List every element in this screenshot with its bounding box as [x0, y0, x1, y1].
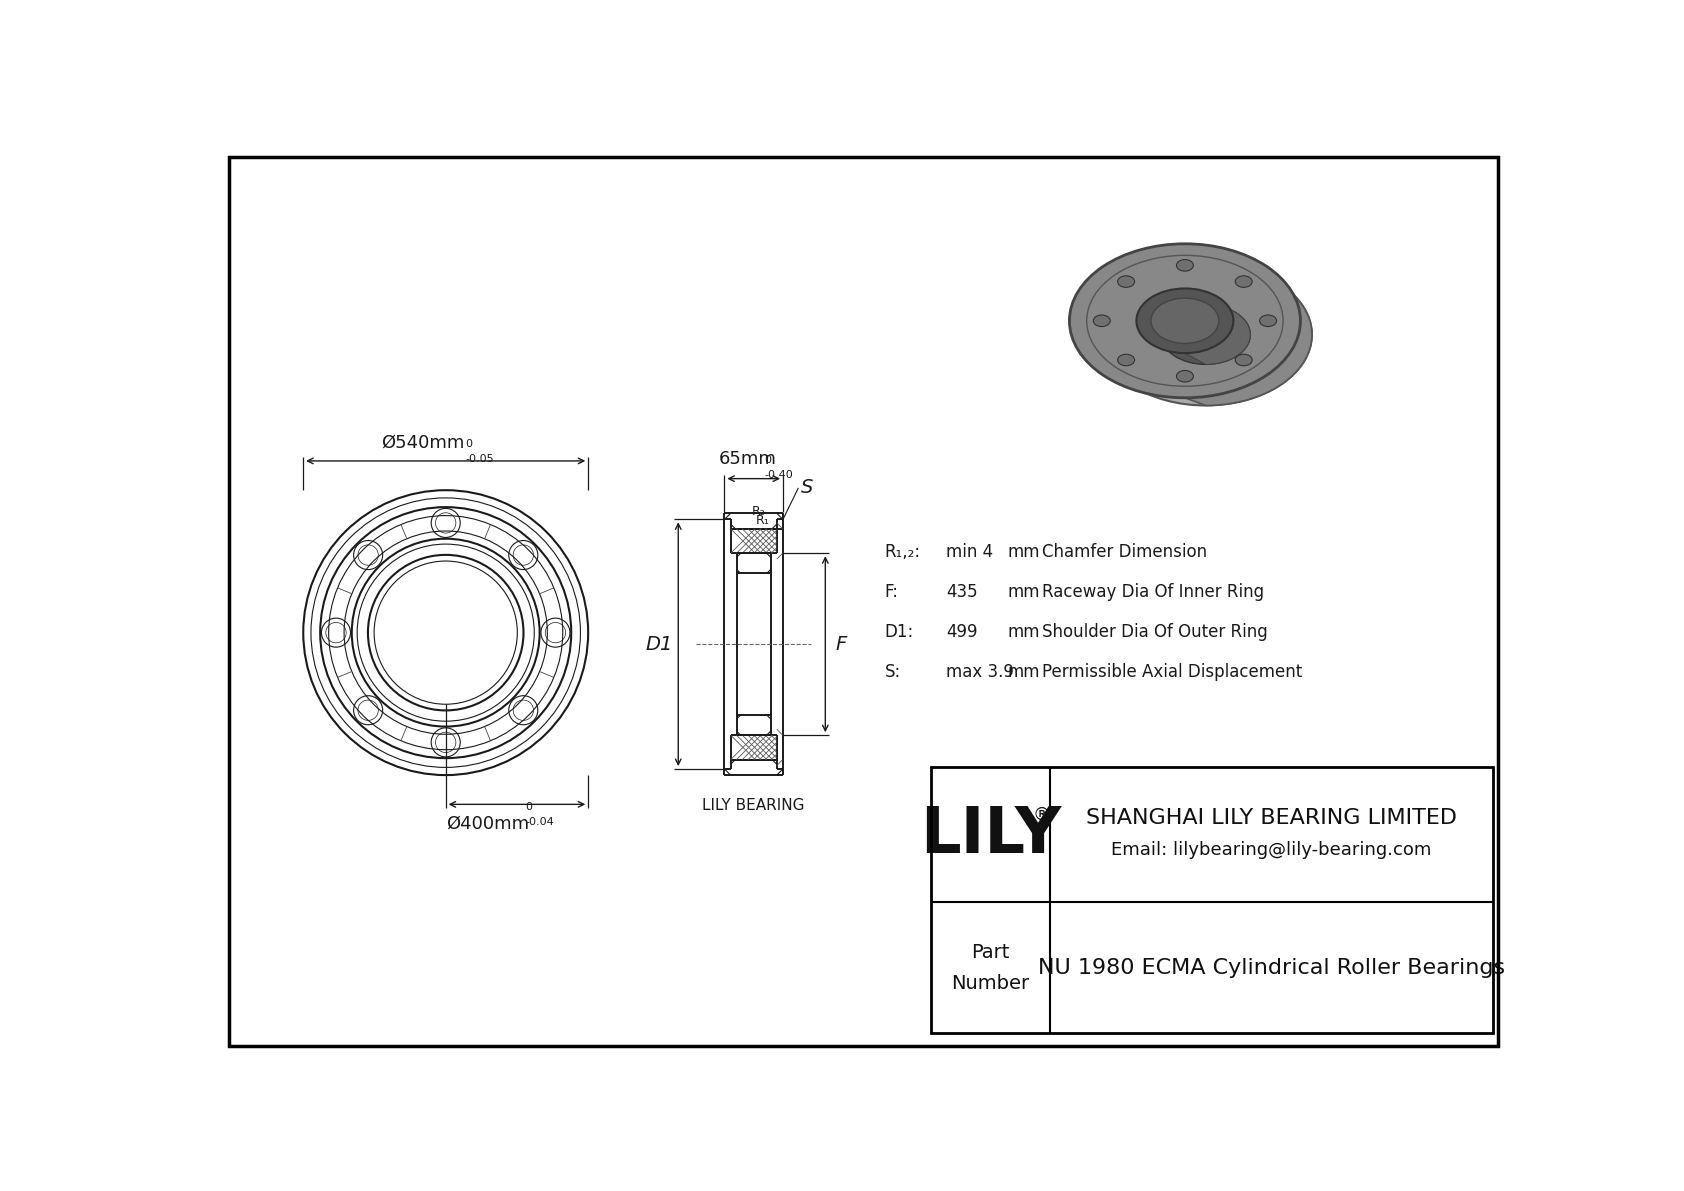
Text: min 4: min 4	[946, 543, 994, 561]
Text: D1:: D1:	[884, 623, 914, 641]
Ellipse shape	[1177, 260, 1194, 272]
Polygon shape	[1186, 244, 1312, 405]
Text: mm: mm	[1007, 623, 1041, 641]
Text: max 3.9: max 3.9	[946, 663, 1014, 681]
Ellipse shape	[1236, 354, 1253, 366]
Text: F: F	[835, 635, 847, 654]
Ellipse shape	[1150, 298, 1219, 343]
Ellipse shape	[1118, 354, 1135, 366]
Text: S:: S:	[884, 663, 901, 681]
Text: Raceway Dia Of Inner Ring: Raceway Dia Of Inner Ring	[1042, 582, 1265, 600]
Text: Permissible Axial Displacement: Permissible Axial Displacement	[1042, 663, 1303, 681]
Text: ®: ®	[1032, 806, 1051, 824]
Text: SHANGHAI LILY BEARING LIMITED: SHANGHAI LILY BEARING LIMITED	[1086, 807, 1457, 828]
Text: Part
Number: Part Number	[951, 942, 1029, 992]
Text: 0: 0	[525, 802, 532, 812]
Text: mm: mm	[1007, 663, 1041, 681]
Text: -0.40: -0.40	[765, 470, 793, 480]
Text: LILY BEARING: LILY BEARING	[702, 798, 805, 813]
Text: Shoulder Dia Of Outer Ring: Shoulder Dia Of Outer Ring	[1042, 623, 1268, 641]
Text: 65mm: 65mm	[719, 450, 776, 468]
Ellipse shape	[1137, 288, 1233, 353]
Text: D1: D1	[645, 635, 672, 654]
Text: Chamfer Dimension: Chamfer Dimension	[1042, 543, 1207, 561]
Polygon shape	[1186, 288, 1250, 364]
Text: mm: mm	[1007, 582, 1041, 600]
Ellipse shape	[1100, 264, 1312, 405]
Text: LILY: LILY	[919, 804, 1061, 866]
Text: R₂: R₂	[753, 505, 766, 518]
Text: R₁,₂:: R₁,₂:	[884, 543, 921, 561]
Text: Ø540mm: Ø540mm	[381, 434, 465, 451]
Text: Email: lilybearing@lily-bearing.com: Email: lilybearing@lily-bearing.com	[1111, 841, 1431, 859]
Bar	[931, 767, 1494, 1033]
Ellipse shape	[1177, 370, 1194, 382]
Text: Ø400mm: Ø400mm	[446, 815, 530, 834]
Text: R₁: R₁	[756, 515, 770, 528]
Text: 0: 0	[466, 438, 473, 449]
Text: 499: 499	[946, 623, 978, 641]
Ellipse shape	[1093, 314, 1110, 326]
Ellipse shape	[1160, 305, 1250, 364]
Ellipse shape	[1260, 314, 1276, 326]
Ellipse shape	[1118, 276, 1135, 287]
Text: NU 1980 ECMA Cylindrical Roller Bearings: NU 1980 ECMA Cylindrical Roller Bearings	[1037, 958, 1505, 978]
Text: 0: 0	[765, 455, 771, 464]
Ellipse shape	[1069, 244, 1300, 398]
Text: -0.05: -0.05	[466, 454, 495, 464]
Text: mm: mm	[1007, 543, 1041, 561]
Ellipse shape	[1236, 276, 1253, 287]
Text: -0.04: -0.04	[525, 817, 554, 828]
Text: F:: F:	[884, 582, 899, 600]
Text: S: S	[800, 479, 813, 498]
Text: 435: 435	[946, 582, 978, 600]
